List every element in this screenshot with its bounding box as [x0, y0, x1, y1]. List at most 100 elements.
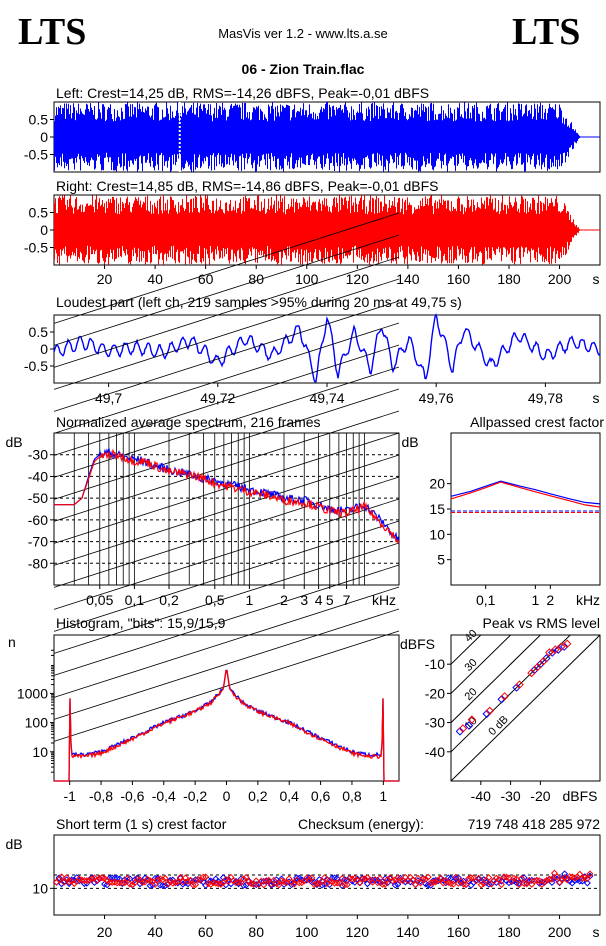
crest-point-right: [179, 878, 187, 886]
crest-point-left: [234, 880, 243, 888]
crest-point-right: [361, 875, 369, 883]
x-tick-label: -0,2: [183, 788, 207, 804]
y-tick-label: 0.5: [29, 205, 49, 221]
crest-point-left: [581, 873, 589, 881]
axis-unit: dBFS: [400, 636, 435, 652]
y-tick-label: -30: [425, 715, 445, 731]
x-tick-label: 1: [531, 592, 539, 608]
crest-point-left: [323, 875, 331, 884]
y-tick-label: 0: [40, 341, 48, 357]
crest-point-right: [409, 876, 417, 884]
scatter-point-left: [536, 659, 545, 669]
crest-point-right: [381, 880, 389, 888]
slope-line: [53, 498, 400, 610]
crest-point-right: [156, 875, 164, 883]
checksum-label: Checksum (energy):: [298, 816, 424, 832]
plot-frame: [53, 634, 400, 782]
loudest-part-panel: Loudest part (left ch, 219 samples >95% …: [24, 294, 601, 406]
crest-point-right: [444, 878, 452, 887]
crest-point-right: [305, 876, 313, 884]
crest-point-right: [222, 875, 230, 884]
crest-point-left: [161, 882, 169, 890]
crest-point-left: [475, 875, 483, 883]
crest-point-right: [576, 870, 584, 878]
crest-point-right: [492, 874, 500, 882]
axis-unit: dB: [401, 434, 418, 450]
x-tick-label: 20: [97, 271, 113, 287]
spectrum-right: [54, 448, 399, 545]
crest-point-right: [449, 880, 457, 888]
loudest-part-line: [53, 313, 601, 383]
axis-unit: kHz: [576, 592, 600, 608]
spectrum-panel: Normalized average spectrum, 216 frames d…: [5, 212, 400, 742]
y-tick-label: 0.5: [29, 112, 49, 128]
crest-point-right: [475, 874, 483, 882]
crest-point-left: [55, 874, 63, 882]
y-tick-label: -0.5: [24, 240, 48, 256]
crest-point-left: [202, 881, 210, 889]
crest-diagonal: [451, 635, 482, 665]
crest-point-right: [192, 881, 200, 889]
crest-point-right: [558, 876, 566, 884]
x-tick-label: 200: [548, 924, 572, 940]
crest-point-right: [151, 880, 159, 888]
crest-point-right: [315, 879, 323, 888]
crest-point-right: [553, 873, 561, 881]
crest-diagonal: [451, 635, 542, 723]
crest-point-left: [58, 880, 66, 888]
axis-unit: kHz: [372, 592, 396, 608]
crest-point-right: [363, 874, 371, 882]
crest-point-right: [391, 876, 399, 884]
y-tick-label: 0: [40, 129, 48, 145]
crest-point-right: [242, 873, 250, 881]
crest-point-left: [470, 878, 478, 887]
crest-point-right: [103, 876, 111, 884]
axis-unit: dB: [5, 836, 22, 852]
scatter-point-left: [530, 665, 539, 675]
crest-point-right: [245, 878, 253, 886]
scatter-point-right: [500, 692, 509, 701]
x-tick-label: 5: [326, 592, 334, 608]
y-tick-label: 10: [32, 744, 48, 760]
x-tick-label: 1: [245, 592, 253, 608]
crest-point-right: [351, 874, 359, 882]
crest-point-right: [101, 874, 109, 883]
crest-point-right: [424, 873, 432, 881]
plot-frame: [450, 432, 601, 586]
y-tick-label: 15: [429, 501, 445, 517]
crest-point-right: [442, 877, 450, 885]
slope-line: [53, 608, 400, 720]
x-tick-label: 40: [147, 271, 163, 287]
crest-point-right: [540, 878, 548, 886]
slope-line: [53, 454, 400, 566]
y-tick-label: 5: [437, 552, 445, 568]
crest-point-right: [414, 874, 422, 882]
crest-point-right: [161, 874, 169, 883]
crest-point-left: [394, 880, 402, 888]
crest-point-right: [513, 875, 521, 883]
slope-line: [53, 366, 400, 478]
crest-point-right: [356, 879, 364, 887]
chart-title: Allpassed crest factor: [470, 414, 604, 430]
axis-unit: n: [8, 634, 16, 650]
y-tick-label: 20: [429, 476, 445, 492]
scatter-point-right: [527, 668, 536, 678]
crest-point-right: [495, 875, 503, 884]
x-tick-label: 0,1: [476, 592, 496, 608]
slope-line: [53, 256, 400, 368]
diagonal-label: 30: [463, 657, 480, 674]
plot-frame: [53, 314, 601, 384]
crest-point-left: [406, 878, 414, 886]
crest-point-right: [320, 874, 329, 882]
crest-point-right: [75, 875, 83, 883]
logo-right: LTS: [512, 11, 580, 53]
scatter-point-left: [512, 683, 521, 692]
x-tick-label: 160: [447, 271, 471, 287]
scatter-point-right: [551, 645, 560, 654]
crest-point-left: [219, 874, 227, 882]
crest-point-right: [272, 879, 280, 888]
crest-diagonal: [451, 635, 512, 694]
y-tick-label: -0.5: [24, 358, 48, 374]
x-tick-label: -1: [63, 788, 76, 804]
